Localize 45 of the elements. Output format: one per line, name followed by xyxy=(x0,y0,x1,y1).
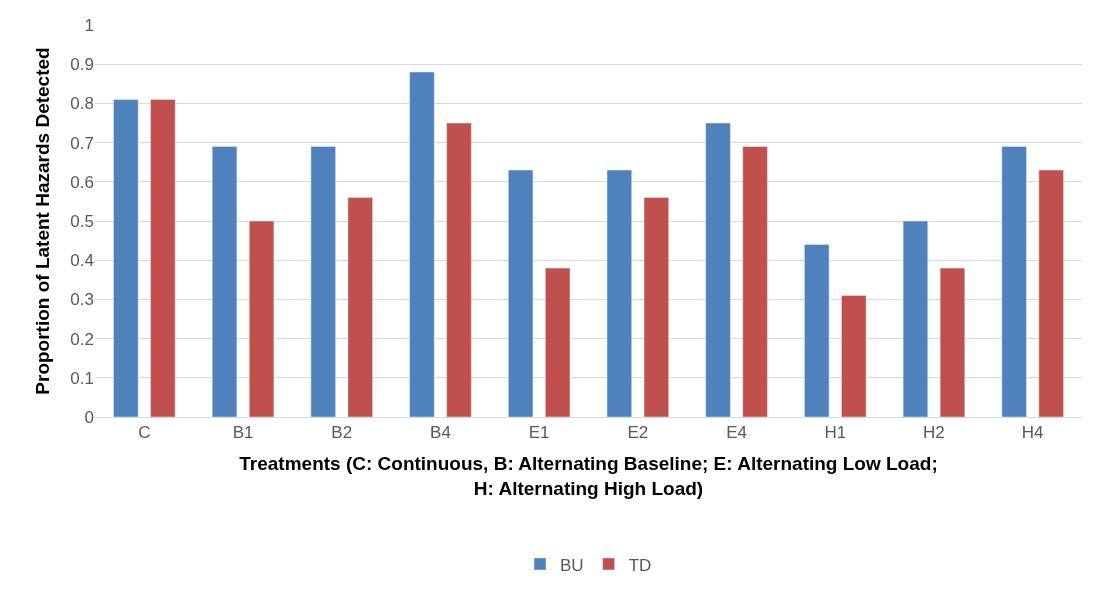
legend-label: BU xyxy=(560,555,584,575)
bar xyxy=(804,244,830,417)
bar xyxy=(643,197,669,417)
bar xyxy=(446,122,472,417)
x-tick-label: B2 xyxy=(331,423,353,443)
bar xyxy=(1038,169,1064,417)
x-tick-label: C xyxy=(138,423,151,443)
bar xyxy=(841,295,867,417)
x-axis-title: Treatments (C: Continuous, B: Alternating Baseline; E: Alternating Low Load; H: Alternating High Load) xyxy=(239,453,938,499)
x-tick-label: H1 xyxy=(824,423,847,443)
bar xyxy=(939,267,966,417)
x-tick-label: H2 xyxy=(923,423,945,443)
bar xyxy=(742,146,768,417)
bar xyxy=(347,197,373,417)
bar xyxy=(211,146,238,417)
x-tick-label: E4 xyxy=(726,423,747,443)
bar xyxy=(248,220,275,417)
y-tick-label: 0.6 xyxy=(70,172,94,192)
y-tick-label: 0.2 xyxy=(70,329,94,349)
x-tick-label: H4 xyxy=(1021,423,1044,443)
y-tick-label: 0.7 xyxy=(70,133,94,153)
x-tick-label: E2 xyxy=(627,423,649,443)
y-tick-label: 0.5 xyxy=(70,211,94,231)
y-tick-label: 0.3 xyxy=(70,290,94,310)
bar xyxy=(150,99,176,417)
bar xyxy=(705,122,731,417)
legend-label: TD xyxy=(628,555,652,575)
y-tick-label: 0 xyxy=(84,407,94,427)
x-tick-label: B4 xyxy=(430,423,451,443)
bar xyxy=(310,146,336,417)
bar xyxy=(545,267,571,417)
bar xyxy=(113,99,139,417)
y-tick-label: 0.1 xyxy=(70,368,94,388)
x-tick-label: B1 xyxy=(232,423,254,443)
bar xyxy=(606,169,632,417)
y-tick-label: 1 xyxy=(84,15,94,35)
bar xyxy=(902,220,929,417)
y-tick-label: 0.9 xyxy=(70,55,94,75)
y-tick-label: 0.8 xyxy=(70,94,94,114)
bar xyxy=(1001,146,1027,417)
y-tick-label: 0.4 xyxy=(70,251,94,271)
x-tick-label: E1 xyxy=(528,423,550,443)
bar xyxy=(409,71,435,417)
bar xyxy=(508,169,534,417)
y-axis-title: Proportion of Latent Hazards Detected xyxy=(32,47,54,395)
